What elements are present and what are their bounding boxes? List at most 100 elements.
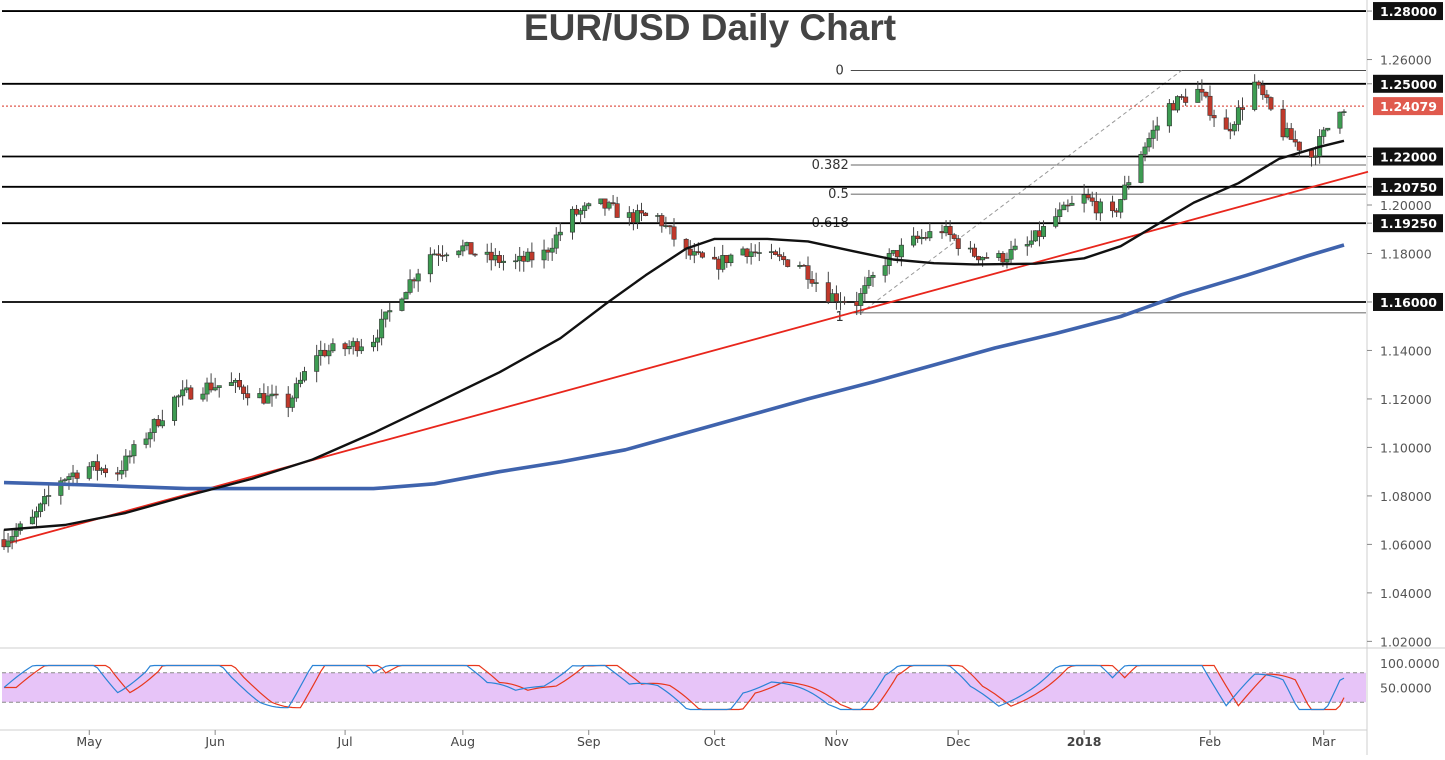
candle-body <box>151 419 157 433</box>
y-level-box <box>1373 292 1443 311</box>
candle-body <box>1239 107 1245 110</box>
oscillator-signal-line <box>4 664 1345 711</box>
x-tick-label: Jul <box>337 734 353 749</box>
y-tick-label: 1.20000 <box>1380 198 1432 213</box>
candle-body <box>180 389 186 397</box>
candle-body <box>297 379 303 384</box>
x-tick-label: Dec <box>946 734 970 749</box>
candle-body <box>94 461 100 471</box>
candle-body <box>833 293 839 302</box>
candle-body <box>346 346 352 350</box>
y-tick-label: 1.22000 <box>1380 150 1437 165</box>
candle-body <box>143 438 149 445</box>
candle-body <box>155 419 161 427</box>
candle-body <box>379 318 385 339</box>
candle-body <box>1093 201 1099 214</box>
candle-body <box>90 461 96 467</box>
candle-body <box>1053 216 1059 227</box>
candle-body <box>740 248 746 256</box>
candle-body <box>553 234 559 249</box>
candle-body <box>468 242 474 255</box>
current-price-box <box>1373 97 1443 116</box>
candle-body <box>1296 141 1302 151</box>
candle-body <box>1057 209 1063 217</box>
candle-body <box>927 231 933 239</box>
candle-body <box>967 247 973 250</box>
candle-body <box>1114 210 1120 213</box>
candle-body <box>1260 84 1266 96</box>
candle-body <box>188 387 194 400</box>
candle-body <box>415 273 421 282</box>
candle-body <box>1223 117 1229 130</box>
candle-body <box>1288 128 1294 140</box>
fib-level-label: 1 <box>836 310 844 325</box>
candle-body <box>1256 81 1262 86</box>
candle-body <box>773 251 779 255</box>
candle-body <box>9 536 15 542</box>
candle-body <box>529 251 535 261</box>
candle-body <box>898 244 904 258</box>
fib-level-label: 0 <box>836 63 844 78</box>
candle-body <box>626 212 632 218</box>
candle-body <box>289 397 295 408</box>
candle-body <box>574 208 580 215</box>
candle-body <box>1008 249 1014 260</box>
candle-body <box>825 282 831 303</box>
candle-body <box>1183 96 1189 103</box>
candle-body <box>1154 125 1160 131</box>
oscillator-tick-label: 100.0000 <box>1380 656 1440 671</box>
candle-body <box>427 254 433 275</box>
y-tick-label: 1.26000 <box>1380 53 1432 68</box>
candle-body <box>123 455 129 471</box>
candle-body <box>598 198 604 204</box>
candle-body <box>1146 138 1152 148</box>
candle-body <box>659 215 665 227</box>
candle-body <box>996 253 1002 258</box>
current-price-label: 1.24079 <box>1380 99 1437 114</box>
candle-body <box>667 225 673 228</box>
candle-body <box>383 311 389 320</box>
candle-body <box>639 210 645 214</box>
candle-body <box>1004 258 1010 263</box>
candle-body <box>472 253 478 256</box>
candle-body <box>541 249 547 261</box>
candle-body <box>216 385 222 388</box>
candle-body <box>777 254 783 257</box>
candle-body <box>610 202 616 204</box>
candle-body <box>1211 115 1217 119</box>
candle-body <box>557 231 563 236</box>
y-level-box <box>1373 147 1443 166</box>
candle-body <box>1089 197 1095 202</box>
candle-body <box>829 293 835 303</box>
candle-body <box>147 432 153 440</box>
candle-body <box>634 210 640 223</box>
y-tick-label: 1.06000 <box>1380 537 1432 552</box>
candle-body <box>866 277 872 286</box>
candle-body <box>1284 128 1290 138</box>
candle-body <box>399 298 405 311</box>
y-tick-label: 1.20750 <box>1380 180 1437 195</box>
fib-level-label: 0.382 <box>812 158 849 173</box>
y-level-box <box>1373 177 1443 196</box>
candle-body <box>86 466 92 479</box>
y-level-box <box>1373 2 1443 21</box>
candle-body <box>1110 201 1116 212</box>
candle-body <box>1069 202 1075 206</box>
candle-body <box>212 387 218 391</box>
candle-body <box>66 476 72 480</box>
oscillator-main-line <box>3 664 1345 711</box>
candle-body <box>265 395 271 404</box>
y-tick-label: 1.16000 <box>1380 295 1437 310</box>
moving-average-fast-line <box>3 139 1345 531</box>
candle-body <box>33 511 39 518</box>
candle-body <box>435 253 441 256</box>
x-tick-label: Oct <box>704 734 726 749</box>
candle-body <box>314 355 320 372</box>
candle-body <box>58 480 64 496</box>
candle-body <box>444 254 450 257</box>
candle-body <box>184 387 190 391</box>
candle-body <box>915 235 921 240</box>
candle-body <box>1036 230 1042 237</box>
y-tick-label: 1.18000 <box>1380 246 1432 261</box>
